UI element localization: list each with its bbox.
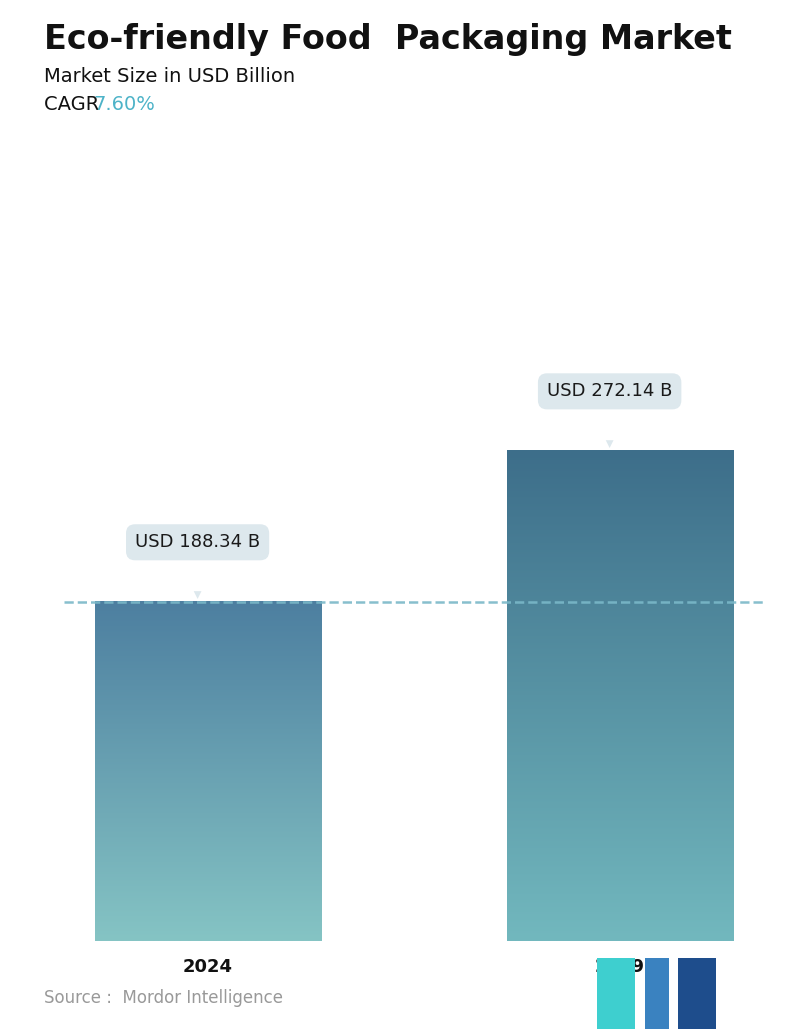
Text: 7.60%: 7.60% bbox=[93, 95, 155, 114]
Text: USD 272.14 B: USD 272.14 B bbox=[547, 383, 673, 448]
Text: USD 188.34 B: USD 188.34 B bbox=[135, 534, 260, 599]
Text: Source :  Mordor Intelligence: Source : Mordor Intelligence bbox=[44, 990, 283, 1007]
Polygon shape bbox=[678, 959, 716, 1029]
Text: Eco-friendly Food  Packaging Market: Eco-friendly Food Packaging Market bbox=[44, 23, 732, 56]
Polygon shape bbox=[645, 959, 669, 1029]
Polygon shape bbox=[597, 959, 635, 1029]
Text: Market Size in USD Billion: Market Size in USD Billion bbox=[44, 67, 295, 86]
Text: CAGR: CAGR bbox=[44, 95, 105, 114]
